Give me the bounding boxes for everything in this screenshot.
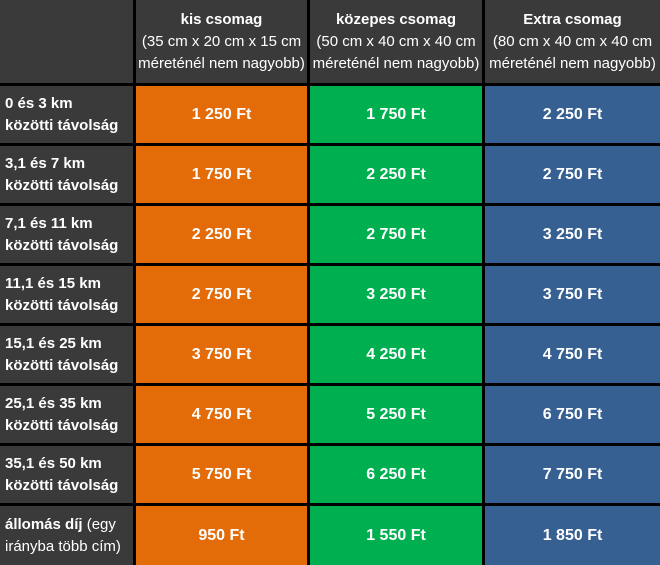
column-title: Extra csomag [523, 10, 622, 28]
price-cell-extra: 4 750 Ft [485, 326, 660, 383]
table-row: 7,1 és 11 km közötti távolság 2 250 Ft 2 … [0, 206, 660, 263]
row-label: 0 és 3 km közötti távolság [0, 86, 133, 143]
row-label: 15,1 és 25 km közötti távolság [0, 326, 133, 383]
price-cell-medium: 4 250 Ft [310, 326, 482, 383]
price-cell-small: 2 250 Ft [136, 206, 307, 263]
row-label: 3,1 és 7 km közötti távolság [0, 146, 133, 203]
station-fee-title: állomás díj [5, 515, 83, 533]
column-subtitle: méreténél nem nagyobb) [138, 54, 305, 72]
column-subtitle: méreténél nem nagyobb) [489, 54, 656, 72]
price-cell-small: 4 750 Ft [136, 386, 307, 443]
price-cell-small: 1 750 Ft [136, 146, 307, 203]
column-title: kis csomag [180, 10, 263, 28]
price-cell-small: 3 750 Ft [136, 326, 307, 383]
price-cell-extra: 2 750 Ft [485, 146, 660, 203]
price-cell-small: 950 Ft [136, 506, 307, 565]
price-cell-extra: 6 750 Ft [485, 386, 660, 443]
price-cell-extra: 2 250 Ft [485, 86, 660, 143]
station-fee-note: irányba több cím) [5, 537, 121, 555]
column-title: közepes csomag [335, 10, 457, 28]
table-row: 3,1 és 7 km közötti távolság 1 750 Ft 2 2… [0, 146, 660, 203]
column-header-small: kis csomag (35 cm x 20 cm x 15 cm méreté… [136, 0, 307, 83]
header-row: kis csomag (35 cm x 20 cm x 15 cm méreté… [0, 0, 660, 83]
price-cell-medium: 2 250 Ft [310, 146, 482, 203]
station-fee-label: állomás díj (egy irányba több cím) [0, 506, 133, 565]
station-fee-note: (egy [82, 515, 116, 533]
row-label: 7,1 és 11 km közötti távolság [0, 206, 133, 263]
price-cell-medium: 5 250 Ft [310, 386, 482, 443]
price-cell-extra: 3 750 Ft [485, 266, 660, 323]
price-cell-small: 2 750 Ft [136, 266, 307, 323]
price-cell-medium: 3 250 Ft [310, 266, 482, 323]
table-row: 15,1 és 25 km közötti távolság 3 750 Ft 4… [0, 326, 660, 383]
row-label: 35,1 és 50 km közötti távolság [0, 446, 133, 503]
corner-cell [0, 0, 133, 83]
table-row: 0 és 3 km közötti távolság 1 250 Ft 1 750… [0, 86, 660, 143]
row-label: 11,1 és 15 km közötti távolság [0, 266, 133, 323]
column-subtitle: méreténél nem nagyobb) [312, 54, 480, 72]
price-cell-medium: 1 550 Ft [310, 506, 482, 565]
price-cell-extra: 7 750 Ft [485, 446, 660, 503]
price-cell-medium: 1 750 Ft [310, 86, 482, 143]
price-cell-medium: 2 750 Ft [310, 206, 482, 263]
price-cell-extra: 3 250 Ft [485, 206, 660, 263]
station-fee-row: állomás díj (egy irányba több cím) 950 F… [0, 506, 660, 565]
table-row: 35,1 és 50 km közötti távolság 5 750 Ft 6… [0, 446, 660, 503]
column-header-extra: Extra csomag (80 cm x 40 cm x 40 cm mére… [485, 0, 660, 83]
price-cell-small: 5 750 Ft [136, 446, 307, 503]
price-cell-extra: 1 850 Ft [485, 506, 660, 565]
column-subtitle: (35 cm x 20 cm x 15 cm [141, 32, 302, 50]
row-label: 25,1 és 35 km közötti távolság [0, 386, 133, 443]
column-subtitle: (80 cm x 40 cm x 40 cm [492, 32, 653, 50]
price-cell-small: 1 250 Ft [136, 86, 307, 143]
price-cell-medium: 6 250 Ft [310, 446, 482, 503]
table-row: 11,1 és 15 km közötti távolság 2 750 Ft 3… [0, 266, 660, 323]
column-header-medium: közepes csomag (50 cm x 40 cm x 40 cm mé… [310, 0, 482, 83]
table-row: 25,1 és 35 km közötti távolság 4 750 Ft 5… [0, 386, 660, 443]
column-subtitle: (50 cm x 40 cm x 40 cm [316, 32, 476, 50]
